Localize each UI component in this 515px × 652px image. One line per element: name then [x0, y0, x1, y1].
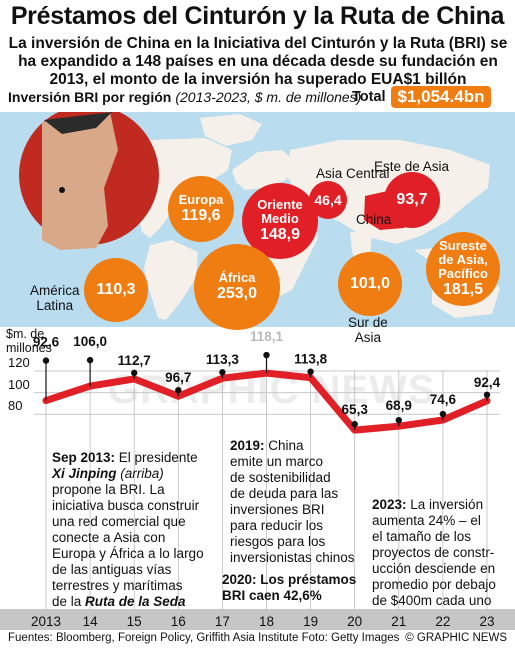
value-label: 118,1: [250, 330, 284, 344]
note-2020: 2020: Los préstamos BRI caen 42,6%: [222, 572, 357, 603]
value-label: 92,4: [474, 375, 501, 390]
region-america-latina: 110,3: [84, 258, 148, 322]
data-point: [483, 391, 491, 399]
label-china: China: [356, 212, 392, 227]
region-este-asia: 93,7: [384, 172, 440, 228]
label-america-latina: América Latina: [30, 283, 80, 313]
x-tick-label: 22: [435, 614, 450, 629]
x-tick-label: 2013: [31, 614, 61, 629]
regions-header-label: Inversión BRI por región: [8, 89, 172, 105]
value-label: 113,8: [294, 352, 328, 367]
x-tick-label: 23: [479, 614, 494, 629]
data-point: [263, 351, 270, 359]
x-tick-label: 19: [303, 614, 318, 629]
x-tick-label: 18: [259, 614, 274, 629]
data-point: [439, 410, 447, 418]
subtitle: La inversión de China en la Iniciativa d…: [8, 35, 508, 88]
portrait-face: [42, 112, 118, 250]
value-label: 113,3: [206, 352, 240, 367]
y-tick-label: 100: [8, 376, 30, 392]
regions-header: Inversión BRI por región (2013-2023, $ m.…: [8, 89, 361, 105]
sources: Fuentes: Bloomberg, Foreign Policy, Grif…: [8, 632, 400, 644]
label-sur-asia: Sur de Asia: [348, 315, 388, 345]
x-tick-label: 21: [391, 614, 406, 629]
region-asia-central: 46,4: [309, 181, 347, 219]
line-chart: 92,6 106,0 112,7 96,7 113,3 118,1 113,8 65,3 68,…: [31, 330, 501, 629]
y-tick-label: 80: [8, 398, 23, 414]
value-label: 106,0: [73, 334, 107, 349]
data-point: [42, 357, 50, 364]
region-sur-asia: 101,0: [338, 252, 402, 316]
value-label: 92,6: [33, 335, 60, 350]
region-europa: Europa 119,6: [168, 176, 234, 242]
x-tick-label: 14: [83, 614, 99, 629]
data-point: [131, 369, 138, 377]
y-axis-title: $m. de millones: [6, 327, 52, 355]
data-point: [395, 416, 402, 424]
data-point: [307, 368, 314, 375]
page-title: Préstamos del Cinturón y la Ruta de Chin…: [10, 2, 505, 30]
note-2023: 2023: La inversión aumenta 24% – el el t…: [372, 497, 496, 608]
note-sep-2013: Sep 2013: El presidente Xi Jinping (arri…: [52, 450, 204, 609]
value-label: 68,9: [386, 398, 412, 413]
total-label: Total: [352, 89, 386, 105]
x-tick-label: 20: [347, 614, 362, 629]
credit: © GRAPHIC NEWS: [405, 632, 507, 644]
data-point: [86, 356, 94, 364]
total-badge: $1,054.4bn: [391, 86, 491, 108]
x-tick-label: 17: [215, 614, 230, 629]
value-label: 112,7: [118, 353, 151, 368]
regions-header-period: (2013-2023, $ m. de millones): [175, 89, 362, 105]
label-asia-central: Asia Central: [316, 166, 390, 181]
region-africa: África 253,0: [194, 244, 280, 330]
value-label: 96,7: [165, 370, 191, 385]
data-point: [351, 420, 358, 428]
x-axis-band: [0, 609, 515, 630]
y-tick-label: 120: [8, 355, 30, 370]
region-sureste-asia: Sureste de Asia, Pacífico 181,5: [426, 232, 500, 306]
label-este-asia: Este de Asia: [374, 159, 450, 174]
value-label: 65,3: [342, 402, 369, 417]
series-line: [42, 369, 491, 434]
region-oriente-medio: Oriente Medio 148,9: [242, 183, 318, 259]
value-label: 74,6: [430, 392, 457, 407]
data-point: [219, 369, 226, 376]
data-point: [175, 386, 182, 394]
x-tick-label: 16: [171, 614, 186, 629]
note-2019: 2019: China emite un marco de sostenibil…: [230, 438, 355, 565]
x-tick-label: 15: [127, 614, 142, 629]
